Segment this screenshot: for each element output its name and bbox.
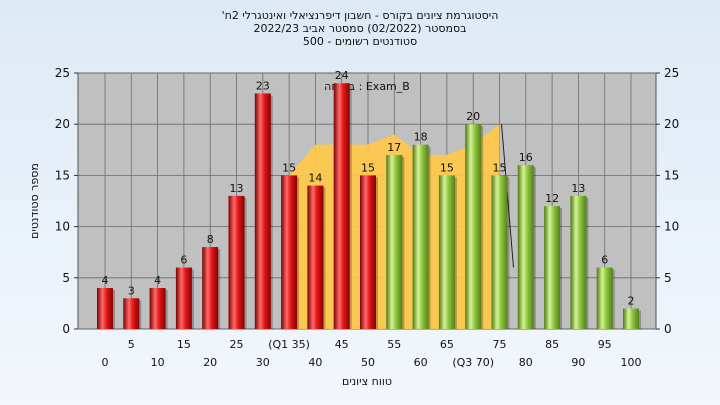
bar-value-label: 18 [414,131,428,144]
bar-value-label: 17 [387,141,401,154]
y-tick-label-left: 20 [55,117,70,131]
x-tick-label: 5 [128,338,135,351]
bar-value-label: 4 [102,274,109,287]
bar [360,175,376,329]
x-tick-label: 20 [203,356,217,369]
bar [149,288,166,329]
bar [97,288,113,329]
x-tick-label: 15 [177,338,191,351]
y-tick-label-left: 0 [62,322,70,336]
bar [596,267,613,329]
chart-title-line-2: בסמסטר (02/2022) סמסטר אביב 2022/23 [253,22,467,35]
x-tick-label: 45 [335,338,349,351]
bar-value-label: 3 [128,284,135,297]
bar-value-label: 6 [601,254,608,267]
x-axis-title: טווח ציונים [342,375,392,388]
bar-value-label: 24 [335,69,349,82]
chart-title-line-1: 'היסטוגרמת ציונים בקורס - חשבון דיפרנציא… [221,9,499,22]
bar [333,83,350,330]
y-tick-label-right: 25 [664,66,679,80]
x-tick-label: 100 [621,356,642,369]
x-tick-label: 80 [519,356,533,369]
bar [307,185,324,329]
bar [465,124,482,329]
x-tick-label: (Q3 70) [452,356,494,369]
bar [491,175,508,329]
bar-value-label: 6 [180,254,187,267]
bar [228,195,245,329]
x-tick-label: 55 [387,338,401,351]
bar [570,195,587,329]
bar [438,175,455,329]
bar-value-label: 13 [230,182,244,195]
bar [544,206,561,329]
bar-value-label: 15 [361,161,375,174]
bar-value-label: 12 [545,192,559,205]
x-tick-label: 90 [571,356,585,369]
x-tick-label: 95 [598,338,612,351]
x-tick-label: 25 [230,338,244,351]
bar [386,154,403,329]
y-tick-label-right: 5 [664,271,672,285]
y-tick-label-left: 15 [55,168,70,182]
bar [123,298,140,329]
y-axis-title: מספר סטודנטים [28,163,41,239]
bar-value-label: 16 [519,151,533,164]
bar [412,144,429,329]
bar-value-label: 23 [256,79,270,92]
x-tick-label: 40 [308,356,322,369]
x-tick-label: 75 [493,338,507,351]
bar [281,175,298,329]
chart-title-line-3: סטודנטים רשומים - 500 [302,35,418,48]
x-tick-label: 10 [151,356,165,369]
bar-value-label: 8 [207,233,214,246]
y-tick-label-right: 20 [664,117,679,131]
bar [254,93,271,329]
bar [517,165,534,329]
bar-value-label: 15 [493,161,507,174]
bar-value-label: 13 [571,182,585,195]
bar-value-label: 14 [308,172,322,185]
y-tick-label-right: 0 [664,322,672,336]
y-tick-label-right: 15 [664,168,679,182]
bar [202,247,219,329]
y-tick-label-left: 5 [62,271,70,285]
y-tick-label-right: 10 [664,220,679,234]
x-tick-label: (Q1 35) [268,338,310,351]
x-tick-label: 85 [545,338,559,351]
bar-value-label: 15 [440,161,454,174]
x-tick-label: 60 [414,356,428,369]
x-tick-label: 50 [361,356,375,369]
x-tick-label: 30 [256,356,270,369]
bar-value-label: 4 [154,274,161,287]
y-tick-label-left: 25 [55,66,70,80]
bar-value-label: 2 [628,295,635,308]
bar-value-label: 20 [466,110,480,123]
y-tick-label-left: 10 [55,220,70,234]
bar-value-label: 15 [282,161,296,174]
bar [175,267,192,329]
x-tick-label: 0 [102,356,109,369]
x-tick-label: 65 [440,338,454,351]
bar [623,308,639,329]
